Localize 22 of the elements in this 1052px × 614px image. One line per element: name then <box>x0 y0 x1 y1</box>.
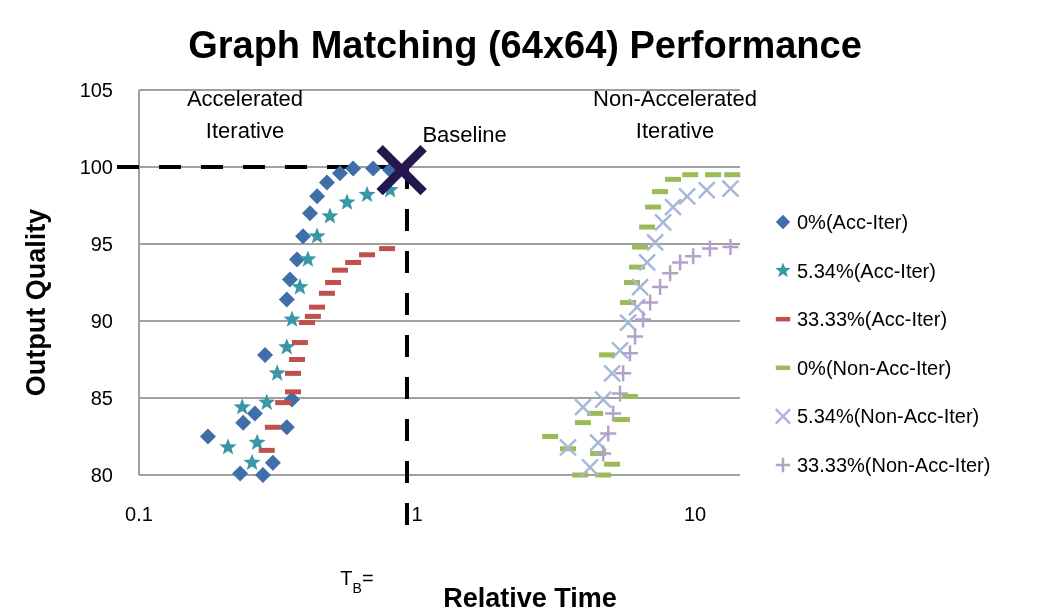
annotation: Baseline <box>422 122 507 148</box>
x-tick-label: 1 <box>411 503 423 525</box>
x-tick-label: 10 <box>684 503 707 525</box>
legend-label: 5.34%(Non-Acc-Iter) <box>797 405 980 428</box>
legend-label: 33.33%(Acc-Iter) <box>797 308 948 331</box>
annotation: Non-Accelerated Iterative <box>593 86 757 143</box>
x-tick-label: 0.1 <box>125 503 153 525</box>
y-tick-label: 80 <box>90 464 113 486</box>
y-tick-label: 105 <box>79 79 113 101</box>
annotation: Accelerated Iterative <box>186 86 304 143</box>
y-tick-label: 100 <box>79 156 113 178</box>
y-tick-label: 90 <box>90 310 113 332</box>
chart-title: Graph Matching (64x64) Performance <box>188 24 862 66</box>
x-axis-title: Relative Time <box>443 583 617 613</box>
legend-label: 5.34%(Acc-Iter) <box>797 259 936 282</box>
y-tick-label: 85 <box>90 387 113 409</box>
y-tick-label: 95 <box>90 233 113 255</box>
ref-line-label: T$_{B}$= <box>340 567 374 596</box>
y-axis-title: Output Quality <box>21 208 51 397</box>
legend-label: 0%(Non-Acc-Iter) <box>797 356 952 379</box>
legend-label: 33.33%(Non-Acc-Iter) <box>797 454 991 476</box>
legend-label: 0%(Acc-Iter) <box>797 211 909 233</box>
